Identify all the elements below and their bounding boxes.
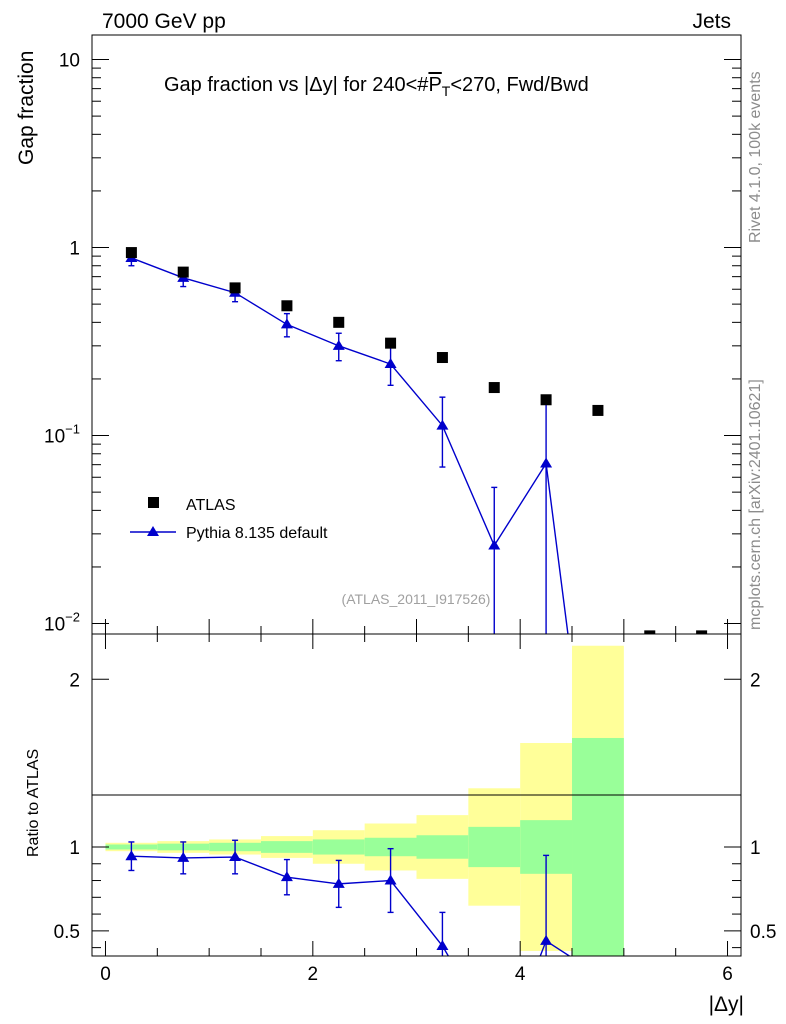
x-tick-label: 4	[515, 964, 526, 985]
atlas-point	[385, 337, 397, 349]
pythia-point	[436, 419, 449, 430]
ratio-point	[540, 934, 553, 945]
ratio-point	[125, 850, 138, 861]
atlas-point	[592, 404, 604, 416]
main-title: Gap fraction vs |Δy| for 240<#PT<270, Fw…	[164, 74, 589, 99]
ratio-frame	[91, 633, 742, 957]
main-y-axis-title: Gap fraction	[15, 51, 38, 165]
main-panel: Gap fraction vs |Δy| for 240<#PT<270, Fw…	[15, 34, 742, 636]
ratio-y-tick-label-right: 1	[750, 838, 761, 859]
main-y-tick-label: 10−2	[44, 610, 80, 636]
pythia-point	[280, 318, 293, 329]
ratio-panel: 0.5 0.5 1 1 2 2 0 2 4 6 Ratio to ATLAS |Δy|	[25, 633, 777, 1016]
mcplots-reference-label: mcplots.cern.ch [arXiv:2401.10621]	[747, 379, 764, 630]
ratio-line	[131, 855, 450, 956]
header-process-label: Jets	[692, 10, 731, 33]
ratio-ticks	[92, 634, 741, 956]
legend-marker-pythia	[147, 526, 159, 536]
atlas-point	[488, 382, 500, 394]
atlas-point	[125, 247, 137, 259]
main-frame	[91, 34, 742, 635]
ratio-y-tick-label-right: 2	[750, 670, 761, 691]
ratio-y-tick-label-left: 2	[69, 670, 80, 691]
ratio-band-inner	[468, 826, 521, 868]
ratio-y-axis-title: Ratio to ATLAS	[25, 749, 42, 857]
pythia-point	[488, 539, 501, 550]
main-y-ticks	[92, 59, 741, 634]
pythia-point	[332, 339, 345, 350]
pythia-point	[384, 358, 397, 369]
legend-label-atlas: ATLAS	[186, 497, 236, 514]
legend-label-pythia: Pythia 8.135 default	[186, 525, 328, 542]
main-y-tick-label: 10	[59, 51, 80, 72]
atlas-point	[177, 266, 189, 278]
atlas-point	[696, 630, 708, 634]
rivet-version-label: Rivet 4.1.0, 100k events	[747, 71, 764, 243]
ratio-band-inner	[572, 737, 624, 956]
x-tick-label: 6	[722, 964, 733, 985]
x-tick-label: 2	[308, 964, 319, 985]
pythia-point	[540, 457, 553, 468]
ratio-band-inner	[416, 835, 469, 859]
ratio-band-inner	[364, 837, 417, 857]
atlas-point	[436, 352, 448, 364]
pythia-line	[131, 257, 569, 634]
ratio-band-inner	[260, 841, 313, 853]
ratio-point	[229, 851, 242, 862]
ratio-y-tick-label-left: 1	[69, 838, 80, 859]
main-y-tick-labels: 10 1 10−1 10−2	[44, 51, 80, 636]
atlas-point	[229, 282, 241, 294]
ratio-y-tick-label-right: 0.5	[750, 922, 776, 943]
main-data-marks	[125, 247, 708, 634]
atlas-point	[644, 630, 656, 634]
ratio-data-marks	[125, 839, 571, 956]
legend-marker-atlas	[148, 497, 159, 508]
ratio-point	[280, 871, 293, 882]
ratio-point	[332, 877, 345, 888]
atlas-point	[540, 394, 552, 406]
main-y-tick-label: 10−1	[44, 422, 80, 448]
ratio-y-tick-label-left: 0.5	[54, 922, 80, 943]
ratio-tick-labels: 0.5 0.5 1 1 2 2 0 2 4 6	[54, 670, 777, 985]
ratio-point	[384, 874, 397, 885]
atlas-point	[281, 300, 293, 312]
ratio-band-inner	[312, 839, 365, 855]
ratio-point	[436, 939, 449, 950]
analysis-watermark: (ATLAS_2011_I917526)	[342, 591, 491, 607]
header-energy-label: 7000 GeV pp	[102, 10, 226, 33]
x-tick-label: 0	[100, 964, 111, 985]
main-y-tick-label: 1	[69, 239, 80, 260]
atlas-point	[333, 316, 345, 328]
legend: ATLAS Pythia 8.135 default	[130, 497, 328, 542]
ratio-uncertainty-bands	[105, 645, 624, 956]
x-axis-title: |Δy|	[709, 993, 744, 1016]
ratio-point	[177, 851, 190, 862]
